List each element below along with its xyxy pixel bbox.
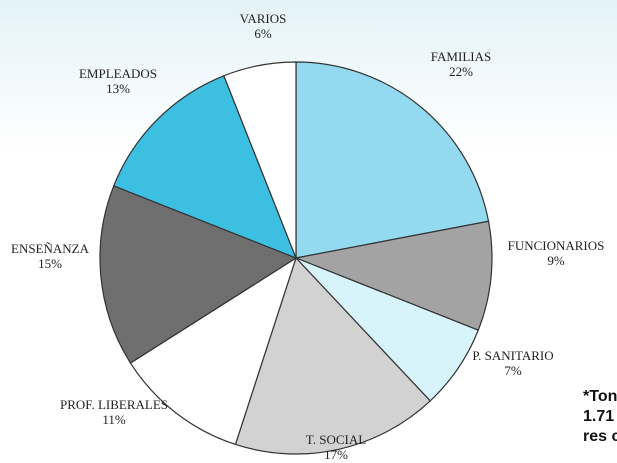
slice-label: T. SOCIAL <box>306 432 366 447</box>
slice-value: 17% <box>324 447 348 462</box>
annotation: 1.71 <box>583 408 614 425</box>
slice-value: 11% <box>102 412 126 427</box>
slice-label: P. SANITARIO <box>472 348 553 363</box>
slice-value: 9% <box>547 253 565 268</box>
slice-value: 13% <box>106 81 130 96</box>
slice-value: 22% <box>449 64 473 79</box>
pie-slice <box>234 256 432 455</box>
pie-slice <box>129 256 298 446</box>
slice-label: ENSEÑANZA <box>11 241 90 256</box>
slice-label: FUNCIONARIOS <box>508 238 605 253</box>
pie-slice <box>112 74 298 260</box>
slice-label: EMPLEADOS <box>79 66 157 81</box>
annotation: res c <box>583 428 617 445</box>
pie-slice <box>295 61 490 259</box>
slice-value: 15% <box>38 256 62 271</box>
annotation: *Ton <box>583 388 617 405</box>
slice-label: FAMILIAS <box>431 49 491 64</box>
pie-slice <box>293 220 493 331</box>
slice-label: PROF. LIBERALES <box>60 397 168 412</box>
pie-slice <box>99 185 298 364</box>
slice-label: VARIOS <box>240 11 287 26</box>
slice-value: 6% <box>254 26 272 41</box>
slice-value: 7% <box>504 363 522 378</box>
pie-slice <box>223 61 297 259</box>
